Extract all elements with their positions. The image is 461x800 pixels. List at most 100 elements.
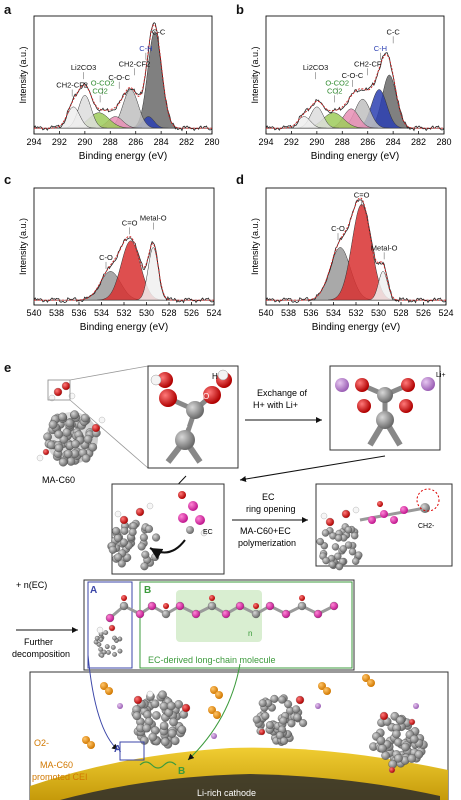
x-axis-label: Binding energy (eV) (312, 322, 400, 333)
peak-annotation: C-O (99, 253, 113, 262)
measured-spectrum (265, 52, 445, 132)
x-tick-label: 534 (94, 308, 109, 318)
region-b-label: B (144, 585, 151, 596)
x-tick-label: 528 (161, 308, 176, 318)
fullerene-partial-2 (107, 502, 161, 571)
xps-chart-d: 540 538 536 534 532 530 528 526 524 Binding energ… (250, 187, 454, 333)
x-tick-label: 294 (26, 137, 41, 147)
x-tick-label: 280 (204, 137, 219, 147)
peak-annotation: C-O-C (108, 73, 130, 82)
x-tick-label: 282 (411, 137, 426, 147)
long-chain-molecule (93, 595, 339, 658)
scheme-diagram: MA-C60 O H C Exchange of H+ with Li+ (12, 365, 453, 800)
x-tick-label: 538 (281, 308, 296, 318)
peak-annotation: Metal-O (371, 243, 398, 252)
y-axis-label: Intensity (a.u.) (250, 46, 260, 103)
polymer-label-2: polymerization (238, 538, 296, 548)
x-axis-label: Binding energy (eV) (80, 322, 168, 333)
ma-c60-label: MA-C60 (42, 475, 75, 485)
peak-annotation: O-CO2 (325, 79, 349, 88)
x-tick-label: 290 (77, 137, 92, 147)
x-tick-label: 526 (184, 308, 199, 318)
region-b-box (139, 581, 353, 669)
x-tick-label: 530 (139, 308, 154, 318)
peak-annotation: C-H (374, 44, 387, 53)
cei-fullerenes (82, 674, 428, 774)
x-tick-label: 528 (393, 308, 408, 318)
peak-annotation: C-C (152, 27, 166, 36)
superoxide-label: O2- (34, 738, 49, 748)
arrow-b-label: B (178, 766, 185, 777)
peak-annotation: CH2-CF2 (119, 59, 151, 68)
peak-annotation: C-O-C (342, 71, 364, 80)
opened-ec-chain (359, 488, 440, 524)
x-axis-label: Binding energy (eV) (311, 151, 399, 162)
peak-annotation: Li2CO3 (71, 63, 96, 72)
x-tick-label: 526 (416, 308, 431, 318)
peak-annotation: Li2CO3 (303, 63, 328, 72)
x-tick-label: 530 (371, 308, 386, 318)
panel-label-c: c (4, 172, 12, 187)
cathode-bulk (60, 774, 440, 800)
x-tick-label: 288 (335, 137, 350, 147)
x-tick-label: 286 (360, 137, 375, 147)
x-tick-label: 292 (284, 137, 299, 147)
peak-annotation: CH2-CF2 (56, 81, 88, 90)
c-atom-label: C (182, 421, 188, 430)
polymer-label-1: MA-C60+EC (240, 526, 291, 536)
x-tick-label: 536 (71, 308, 86, 318)
x-tick-label: 284 (386, 137, 401, 147)
xps-chart-b: 294 292 290 288 286 284 282 280 Binding energy (… (250, 15, 452, 162)
o-atom-label: O (203, 392, 209, 401)
ec-molecule (178, 491, 208, 537)
further-label-2: decomposition (12, 649, 70, 659)
ec-ring-label-2: ring opening (246, 504, 296, 514)
x-tick-label: 540 (26, 308, 41, 318)
panel-label-a: a (4, 2, 12, 17)
y-axis-label: Intensity (a.u.) (18, 218, 28, 275)
x-tick-label: 532 (116, 308, 131, 318)
long-chain-label: EC-derived long-chain molecule (148, 655, 276, 665)
x-tick-label: 532 (348, 308, 363, 318)
peak-annotation: O-CO2 (91, 79, 115, 88)
peak-annotation: C-O (331, 224, 345, 233)
x-tick-label: 280 (436, 137, 451, 147)
panel-label-e: e (4, 360, 12, 375)
x-tick-label: 294 (258, 137, 273, 147)
peak-annotation: C=O (354, 191, 370, 200)
peak-metal-o (367, 271, 399, 301)
x-axis-label: Binding energy (eV) (79, 151, 167, 162)
further-label-1: Further (24, 637, 53, 647)
fit-envelope (34, 23, 212, 129)
x-tick-label: 534 (326, 308, 341, 318)
x-tick-label: 282 (179, 137, 194, 147)
panel-label-b: b (236, 2, 244, 17)
ec-label: EC (203, 529, 213, 536)
fit-envelope (266, 54, 444, 129)
x-tick-label: 286 (128, 137, 143, 147)
repeat-n-label: n (248, 629, 252, 638)
x-tick-label: 292 (52, 137, 67, 147)
y-axis-label: Intensity (a.u.) (18, 46, 28, 103)
x-tick-label: 524 (206, 308, 221, 318)
exchange-label-1: Exchange of (257, 388, 308, 398)
arrow-a-label: A (114, 744, 121, 755)
measured-spectrum (33, 22, 213, 132)
y-axis-label: Intensity (a.u.) (250, 218, 260, 275)
fit-envelope (266, 197, 446, 301)
region-a-label: A (90, 585, 97, 596)
ec-ring-label-1: EC (262, 492, 275, 502)
h-atom-label: H (212, 372, 218, 381)
x-tick-label: 536 (303, 308, 318, 318)
li-malonate-molecule (335, 377, 435, 447)
fullerene-partial-3 (316, 506, 363, 571)
exchange-label-2: H+ with Li+ (253, 400, 298, 410)
peak-annotation: CO2 (327, 86, 342, 95)
peak-annotation: C-H (139, 44, 152, 53)
peak-annotation: C=O (122, 218, 138, 227)
panel-label-d: d (236, 172, 244, 187)
xps-chart-a: 294 292 290 288 286 284 282 280 Binding energy (… (18, 15, 220, 162)
peak-annotation: C-C (386, 27, 400, 36)
x-tick-label: 284 (154, 137, 169, 147)
promoted-label-2: promoted CEI (32, 772, 88, 782)
